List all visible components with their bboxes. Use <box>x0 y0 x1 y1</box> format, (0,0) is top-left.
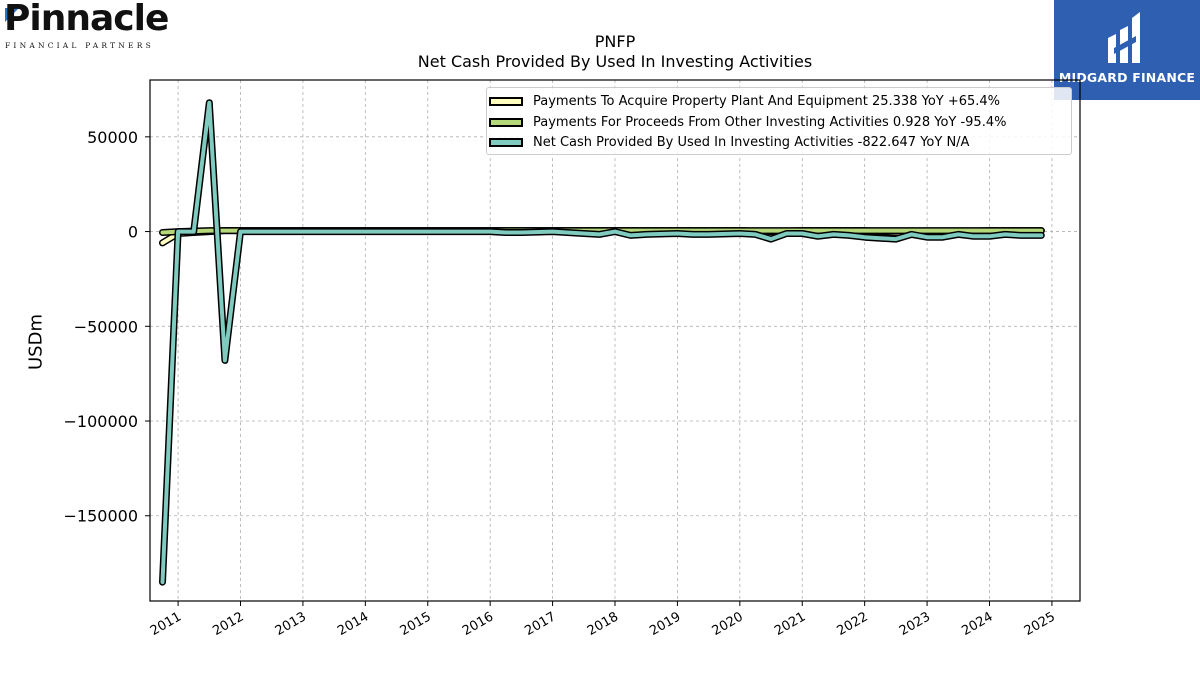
y-tick-label: −150000 <box>64 507 138 526</box>
legend-label-ppe: Payments To Acquire Property Plant And E… <box>533 93 1001 109</box>
x-axis-ticks: 2011 2012 2013 2014 2015 2016 2017 2018 2019 2020… <box>148 601 1058 639</box>
midgard-logo: MIDGARD FINANCE <box>1054 0 1200 100</box>
chart-title: PNFP <box>594 32 636 51</box>
chart-subtitle: Net Cash Provided By Used In Investing A… <box>417 52 813 71</box>
x-tick-label: 2018 <box>585 609 621 639</box>
pinnacle-logo-mark-icon <box>5 8 19 22</box>
x-tick-label: 2023 <box>897 609 933 639</box>
x-tick-label: 2013 <box>273 609 309 639</box>
pinnacle-logo-tagline: FINANCIAL PARTNERS <box>5 41 154 50</box>
legend-item-net: Net Cash Provided By Used In Investing A… <box>489 132 969 152</box>
x-tick-label: 2012 <box>210 609 246 639</box>
series-line-net-outline <box>159 99 1045 586</box>
x-tick-label: 2021 <box>772 609 808 639</box>
legend-swatch-other <box>489 117 523 127</box>
x-tick-label: 2015 <box>398 609 434 639</box>
y-tick-label: 50000 <box>87 128 138 147</box>
x-tick-label: 2016 <box>460 609 496 639</box>
legend-item-other: Payments For Proceeds From Other Investi… <box>489 112 1006 132</box>
legend-label-net: Net Cash Provided By Used In Investing A… <box>533 134 970 150</box>
legend-swatch-ppe <box>489 96 523 106</box>
x-tick-label: 2017 <box>522 609 558 639</box>
x-tick-label: 2025 <box>1022 609 1058 639</box>
midgard-logo-mark-icon <box>1108 12 1140 63</box>
y-tick-label: −50000 <box>74 317 138 336</box>
x-tick-label: 2020 <box>710 609 746 639</box>
x-tick-label: 2011 <box>148 609 184 639</box>
x-tick-label: 2022 <box>835 609 871 639</box>
series-lines <box>159 99 1045 586</box>
series-line-net-fill <box>160 100 1044 585</box>
grid-lines <box>150 80 1080 601</box>
y-tick-label: −100000 <box>64 412 138 431</box>
legend-item-ppe: Payments To Acquire Property Plant And E… <box>489 91 1000 111</box>
legend-swatch-net <box>489 137 523 147</box>
pinnacle-logo-word: Pinnacle <box>4 0 169 39</box>
pinnacle-logo-tm: ™ <box>150 12 156 19</box>
y-axis-ticks: 50000 0 −50000 −100000 −150000 <box>64 128 150 526</box>
midgard-logo-text: MIDGARD FINANCE <box>1058 70 1196 85</box>
x-tick-label: 2024 <box>959 609 995 639</box>
x-tick-label: 2019 <box>647 609 683 639</box>
x-tick-label: 2014 <box>335 609 371 639</box>
chart-legend: Payments To Acquire Property Plant And E… <box>486 87 1072 155</box>
y-tick-label: 0 <box>128 223 138 242</box>
pinnacle-logo: Pinnacle ™ FINANCIAL PARTNERS <box>4 0 169 50</box>
series-line-net <box>159 99 1045 586</box>
legend-label-other: Payments For Proceeds From Other Investi… <box>533 114 1007 130</box>
